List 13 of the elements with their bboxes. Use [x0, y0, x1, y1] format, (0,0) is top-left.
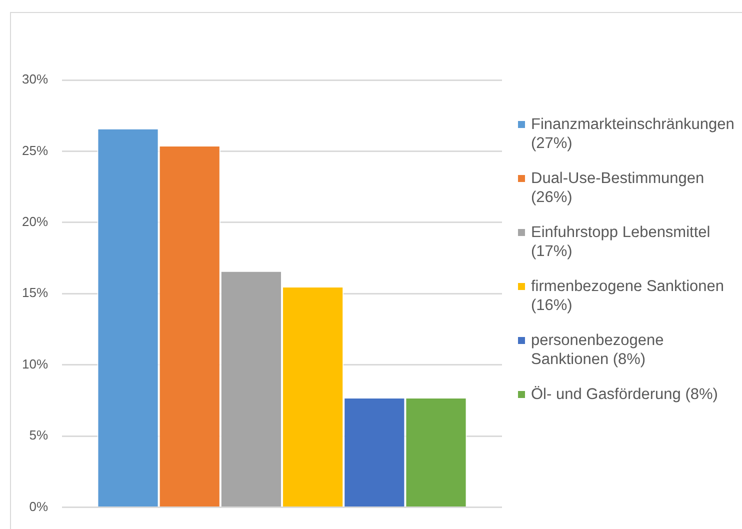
legend-label: Öl- und Gasförderung (8%)	[531, 386, 718, 403]
y-tick-label: 20%	[22, 214, 48, 229]
legend-label: Dual-Use-Bestimmungen (26%)	[531, 170, 704, 206]
y-tick-label: 25%	[22, 142, 48, 158]
legend-label: personenbezogene Sanktionen (8%)	[531, 332, 664, 368]
y-tick-label: 0%	[29, 498, 48, 514]
legend-label: firmenbezogene Sanktionen (16%)	[531, 278, 724, 314]
y-tick-label: 15%	[22, 285, 48, 300]
y-tick-label: 5%	[29, 428, 48, 443]
y-tick-label: 30%	[22, 72, 48, 87]
legend-label: Finanzmarkteinschränkungen (27%)	[531, 116, 734, 152]
y-tick-label: 10%	[22, 356, 48, 372]
legend-label: Einfuhrstopp Lebensmittel (17%)	[531, 224, 710, 260]
